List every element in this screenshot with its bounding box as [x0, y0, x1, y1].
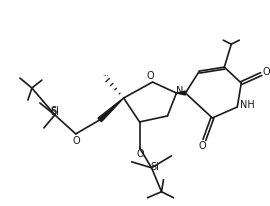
Text: NH: NH	[240, 100, 255, 110]
Text: O: O	[262, 67, 270, 77]
Text: O: O	[147, 71, 154, 81]
Text: O: O	[73, 136, 80, 146]
Text: Si: Si	[50, 106, 59, 116]
Text: O: O	[137, 149, 144, 159]
Text: ...: ...	[102, 71, 109, 77]
Text: O: O	[198, 141, 206, 151]
Text: Si: Si	[150, 162, 159, 172]
Polygon shape	[98, 98, 124, 122]
Polygon shape	[177, 91, 185, 95]
Text: N: N	[176, 86, 183, 96]
Text: Si: Si	[50, 107, 59, 117]
